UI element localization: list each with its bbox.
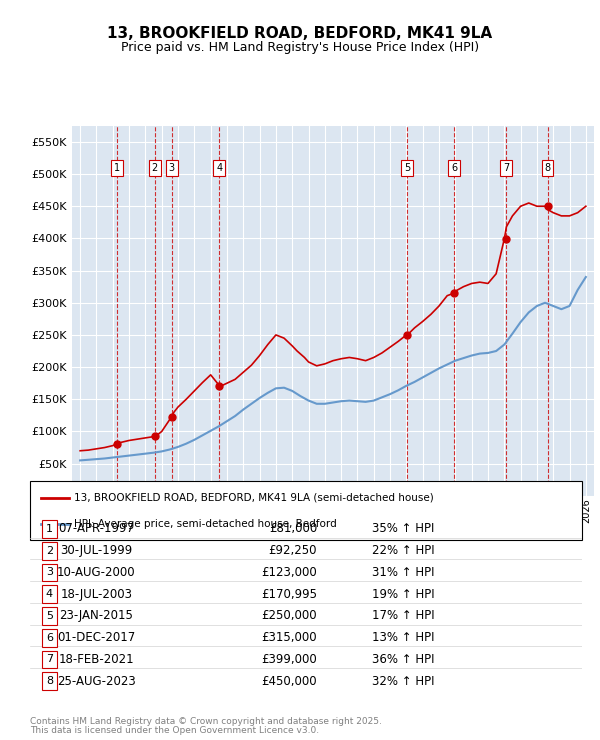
Text: 13, BROOKFIELD ROAD, BEDFORD, MK41 9LA: 13, BROOKFIELD ROAD, BEDFORD, MK41 9LA	[107, 26, 493, 41]
Text: 17% ↑ HPI: 17% ↑ HPI	[372, 610, 435, 622]
Text: £399,000: £399,000	[261, 653, 317, 666]
Text: 25-AUG-2023: 25-AUG-2023	[57, 675, 136, 687]
Text: 07-APR-1997: 07-APR-1997	[58, 522, 134, 535]
Text: 23-JAN-2015: 23-JAN-2015	[59, 610, 133, 622]
Text: 1: 1	[114, 163, 120, 172]
Text: 2: 2	[46, 545, 53, 556]
Text: 36% ↑ HPI: 36% ↑ HPI	[372, 653, 435, 666]
Text: 6: 6	[46, 633, 53, 643]
Text: 8: 8	[46, 676, 53, 686]
Text: 18-JUL-2003: 18-JUL-2003	[60, 588, 132, 601]
Text: This data is licensed under the Open Government Licence v3.0.: This data is licensed under the Open Gov…	[30, 726, 319, 735]
Text: 13% ↑ HPI: 13% ↑ HPI	[372, 631, 435, 645]
Text: 6: 6	[451, 163, 457, 172]
Text: 22% ↑ HPI: 22% ↑ HPI	[372, 544, 435, 557]
Text: £250,000: £250,000	[262, 610, 317, 622]
Text: £81,000: £81,000	[269, 522, 317, 535]
Text: 4: 4	[217, 163, 223, 172]
Text: 01-DEC-2017: 01-DEC-2017	[57, 631, 136, 645]
Text: 4: 4	[46, 589, 53, 599]
Text: 31% ↑ HPI: 31% ↑ HPI	[372, 566, 435, 579]
Text: 32% ↑ HPI: 32% ↑ HPI	[372, 675, 435, 687]
Text: 7: 7	[46, 654, 53, 665]
Text: 1: 1	[46, 524, 53, 534]
Text: 30-JUL-1999: 30-JUL-1999	[60, 544, 133, 557]
Text: 35% ↑ HPI: 35% ↑ HPI	[372, 522, 434, 535]
Text: HPI: Average price, semi-detached house, Bedford: HPI: Average price, semi-detached house,…	[74, 519, 337, 528]
Text: 13, BROOKFIELD ROAD, BEDFORD, MK41 9LA (semi-detached house): 13, BROOKFIELD ROAD, BEDFORD, MK41 9LA (…	[74, 493, 434, 502]
Text: £450,000: £450,000	[262, 675, 317, 687]
Text: 3: 3	[46, 568, 53, 577]
Text: 5: 5	[404, 163, 410, 172]
Text: £123,000: £123,000	[261, 566, 317, 579]
Text: 19% ↑ HPI: 19% ↑ HPI	[372, 588, 435, 601]
FancyBboxPatch shape	[30, 481, 582, 540]
Text: Price paid vs. HM Land Registry's House Price Index (HPI): Price paid vs. HM Land Registry's House …	[121, 41, 479, 54]
Text: 7: 7	[503, 163, 509, 172]
Text: 18-FEB-2021: 18-FEB-2021	[58, 653, 134, 666]
Text: 10-AUG-2000: 10-AUG-2000	[57, 566, 136, 579]
Text: 5: 5	[46, 611, 53, 621]
Text: £92,250: £92,250	[269, 544, 317, 557]
Text: 2: 2	[152, 163, 158, 172]
Text: 8: 8	[544, 163, 551, 172]
Text: £315,000: £315,000	[262, 631, 317, 645]
Text: 3: 3	[169, 163, 175, 172]
Text: Contains HM Land Registry data © Crown copyright and database right 2025.: Contains HM Land Registry data © Crown c…	[30, 717, 382, 726]
Text: £170,995: £170,995	[261, 588, 317, 601]
